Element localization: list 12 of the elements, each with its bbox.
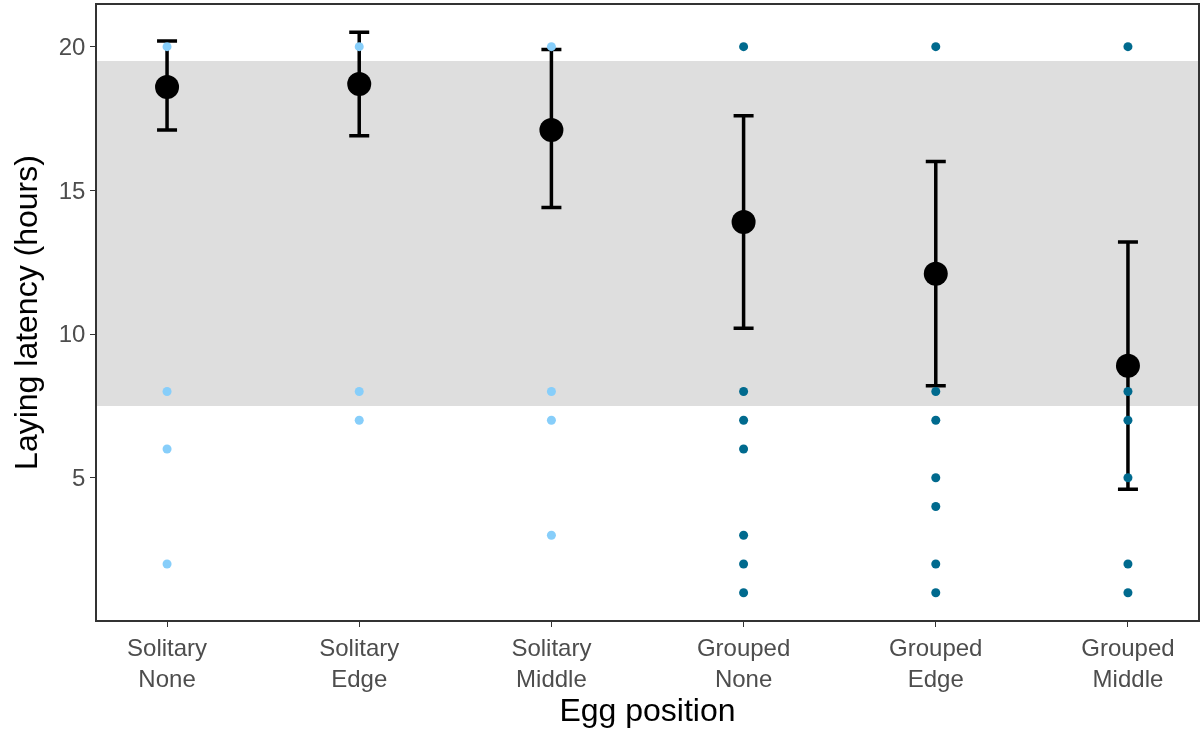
y-tick-label: 20 (58, 33, 86, 61)
x-axis-title: Egg position (559, 692, 736, 729)
x-tick-label: Solitary Middle (511, 633, 592, 692)
x-tick-label: Solitary Edge (319, 633, 400, 692)
y-tick-label: 15 (58, 176, 86, 204)
x-tick-label: Grouped Edge (889, 633, 983, 692)
x-tick-label: Grouped None (696, 633, 791, 692)
x-tick-label: Grouped Middle (1081, 633, 1175, 692)
y-axis-title: Laying latency (hours) (7, 155, 44, 470)
x-tick-label: Solitary None (127, 633, 208, 692)
y-tick-label: 10 (58, 320, 86, 348)
y-tick-label: 5 (72, 464, 86, 492)
